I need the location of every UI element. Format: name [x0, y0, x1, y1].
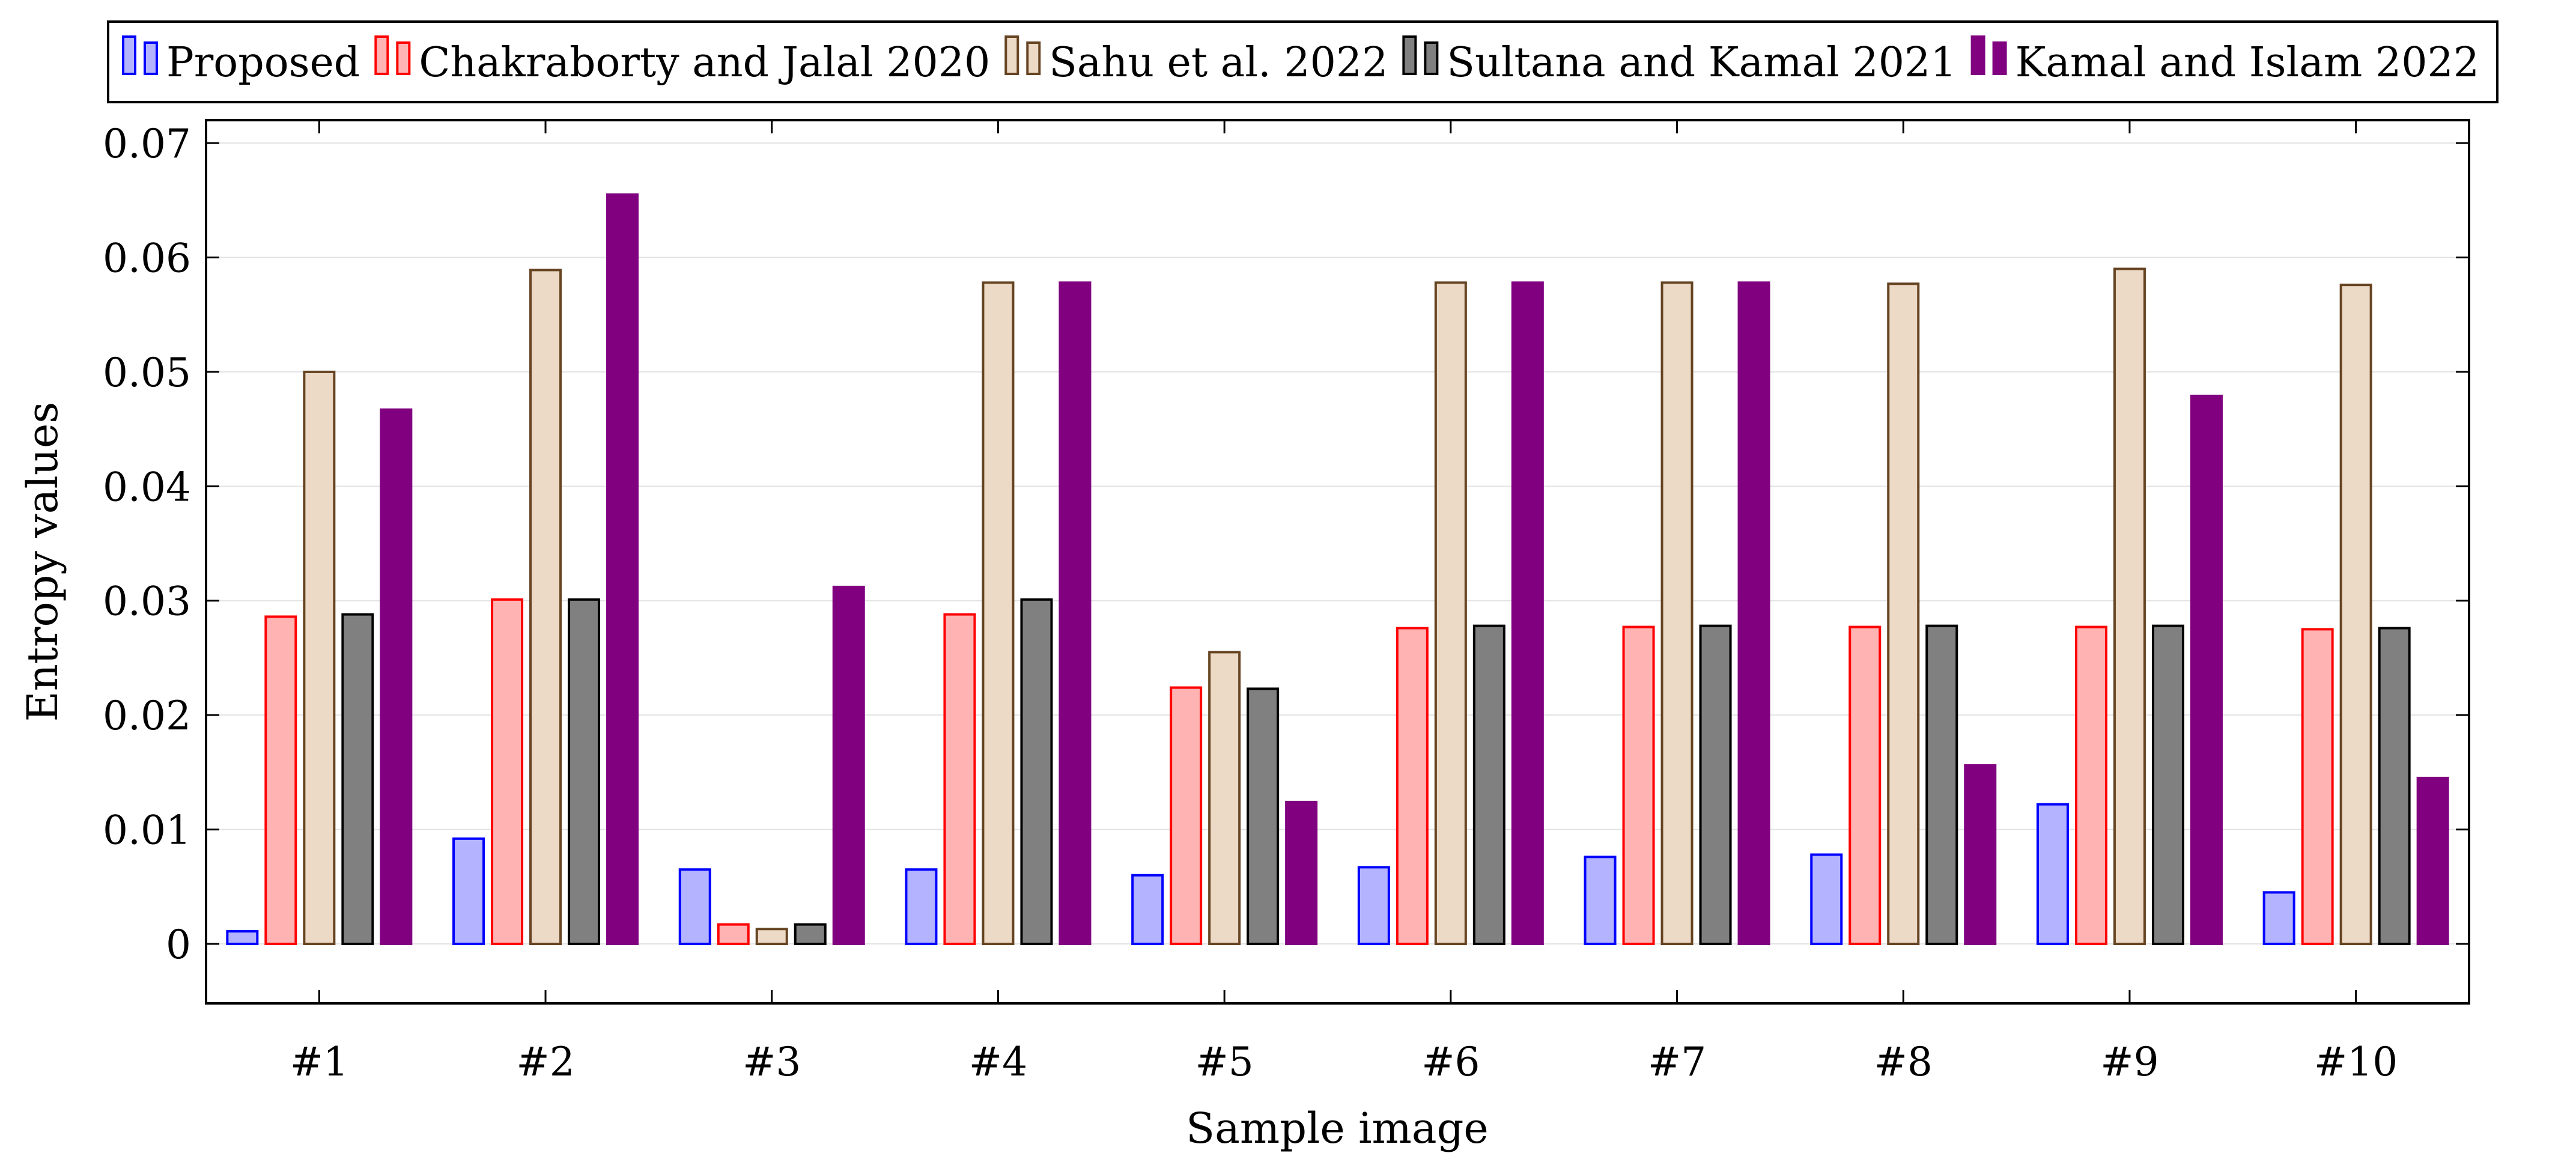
legend-swatch	[396, 41, 411, 75]
bar-chakraborty-and-jalal-2020-10	[2301, 628, 2334, 945]
bar-kamal-and-islam-2022-9	[2190, 394, 2223, 945]
legend-label: Kamal and Islam 2022	[2016, 39, 2479, 87]
bar-sahu-et-al-2022-10	[2339, 284, 2372, 945]
bar-kamal-and-islam-2022-4	[1059, 281, 1092, 945]
y-axis-label: Entropy values	[18, 402, 67, 722]
legend-frame	[107, 20, 2499, 103]
bar-chakraborty-and-jalal-2020-6	[1396, 627, 1429, 945]
x-axis-label: Sample image	[1186, 1104, 1489, 1153]
bar-sultana-and-kamal-2021-9	[2151, 624, 2184, 945]
legend: Proposed Chakraborty and Jalal 2020 Sahu e…	[107, 20, 2499, 103]
legend-swatch	[1424, 41, 1439, 75]
bar-chakraborty-and-jalal-2020-2	[491, 598, 524, 945]
bar-sahu-et-al-2022-3	[755, 928, 788, 945]
legend-swatch	[1992, 41, 2007, 75]
bar-proposed-10	[2262, 891, 2295, 945]
bar-proposed-9	[2036, 803, 2069, 945]
x-tick-label: #7	[1648, 1039, 1706, 1085]
bar-proposed-5	[1131, 874, 1164, 945]
bar-proposed-7	[1584, 856, 1617, 945]
bar-sahu-et-al-2022-9	[2113, 267, 2146, 945]
bar-sahu-et-al-2022-4	[982, 281, 1015, 945]
x-tick-label: #4	[969, 1039, 1027, 1085]
y-tick-label: 0	[166, 922, 191, 968]
bar-chakraborty-and-jalal-2020-4	[943, 613, 976, 945]
bar-sultana-and-kamal-2021-7	[1699, 624, 1732, 945]
y-tick-label: 0.04	[103, 464, 191, 510]
bar-sahu-et-al-2022-8	[1887, 282, 1920, 945]
bar-chakraborty-and-jalal-2020-8	[1848, 625, 1882, 945]
bars	[226, 193, 2449, 945]
y-tick-label: 0.02	[103, 693, 191, 739]
x-tick-label: #3	[743, 1039, 801, 1085]
x-tick-label: #10	[2314, 1039, 2398, 1085]
legend-swatch	[1004, 35, 1019, 75]
legend-swatch	[1402, 35, 1417, 75]
bar-sultana-and-kamal-2021-10	[2378, 627, 2411, 945]
y-axis-ticks: 0 0.01 0.02 0.03 0.04 0.05 0.06 0.07	[103, 121, 2469, 968]
bar-sultana-and-kamal-2021-5	[1247, 687, 1280, 945]
x-tick-label: #1	[290, 1039, 348, 1085]
y-tick-label: 0.06	[103, 235, 191, 281]
bar-proposed-1	[226, 930, 259, 945]
bar-proposed-3	[678, 868, 711, 945]
bar-proposed-8	[1810, 853, 1843, 945]
bar-sahu-et-al-2022-6	[1434, 281, 1467, 945]
bar-chakraborty-and-jalal-2020-5	[1170, 686, 1203, 945]
bar-kamal-and-islam-2022-6	[1511, 281, 1544, 945]
bar-sultana-and-kamal-2021-2	[568, 598, 601, 945]
bar-kamal-and-islam-2022-2	[606, 193, 639, 945]
bar-kamal-and-islam-2022-1	[380, 408, 413, 945]
bar-kamal-and-islam-2022-3	[832, 585, 865, 945]
legend-label: Sultana and Kamal 2021	[1447, 39, 1956, 87]
legend-swatch	[122, 35, 136, 75]
legend-swatch	[1970, 35, 1985, 75]
bar-sultana-and-kamal-2021-8	[1925, 624, 1958, 945]
y-tick-label: 0.03	[103, 579, 191, 625]
plot-area-frame	[205, 119, 2470, 1005]
bar-sahu-et-al-2022-2	[529, 269, 562, 945]
legend-label: Sahu et al. 2022	[1049, 39, 1388, 87]
bar-sultana-and-kamal-2021-6	[1472, 624, 1505, 945]
bar-chakraborty-and-jalal-2020-9	[2074, 625, 2107, 945]
bar-kamal-and-islam-2022-8	[1964, 764, 1997, 945]
bar-sahu-et-al-2022-7	[1660, 281, 1694, 945]
bar-proposed-4	[905, 868, 938, 945]
bar-sultana-and-kamal-2021-3	[794, 923, 827, 945]
bar-sultana-and-kamal-2021-1	[341, 613, 374, 945]
bar-kamal-and-islam-2022-5	[1285, 800, 1318, 945]
x-tick-label: #6	[1421, 1039, 1480, 1085]
y-tick-label: 0.07	[103, 121, 191, 167]
legend-label: Chakraborty and Jalal 2020	[419, 39, 990, 87]
x-tick-label: #8	[1874, 1039, 1933, 1085]
bar-proposed-2	[452, 837, 485, 945]
x-axis-ticks: #1 #2 #3 #4 #5 #6 #7 #8 #9 #10	[290, 120, 2398, 1085]
bar-chakraborty-and-jalal-2020-3	[717, 923, 750, 945]
x-tick-label: #2	[516, 1039, 574, 1085]
bar-sahu-et-al-2022-5	[1208, 651, 1241, 945]
y-tick-label: 0.01	[103, 808, 191, 854]
legend-swatch	[374, 35, 389, 75]
y-tick-label: 0.05	[103, 350, 191, 396]
bar-sultana-and-kamal-2021-4	[1020, 598, 1053, 945]
legend-label: Proposed	[166, 39, 360, 87]
bar-sahu-et-al-2022-1	[303, 370, 336, 945]
legend-swatch	[144, 41, 158, 75]
bar-kamal-and-islam-2022-7	[1737, 281, 1770, 945]
bar-proposed-6	[1357, 866, 1390, 945]
legend-swatch	[1026, 41, 1041, 75]
x-tick-label: #5	[1195, 1039, 1254, 1085]
bar-kamal-and-islam-2022-10	[2416, 776, 2449, 945]
bar-chakraborty-and-jalal-2020-1	[264, 615, 297, 945]
x-tick-label: #9	[2100, 1039, 2158, 1085]
bar-chakraborty-and-jalal-2020-7	[1622, 625, 1655, 945]
